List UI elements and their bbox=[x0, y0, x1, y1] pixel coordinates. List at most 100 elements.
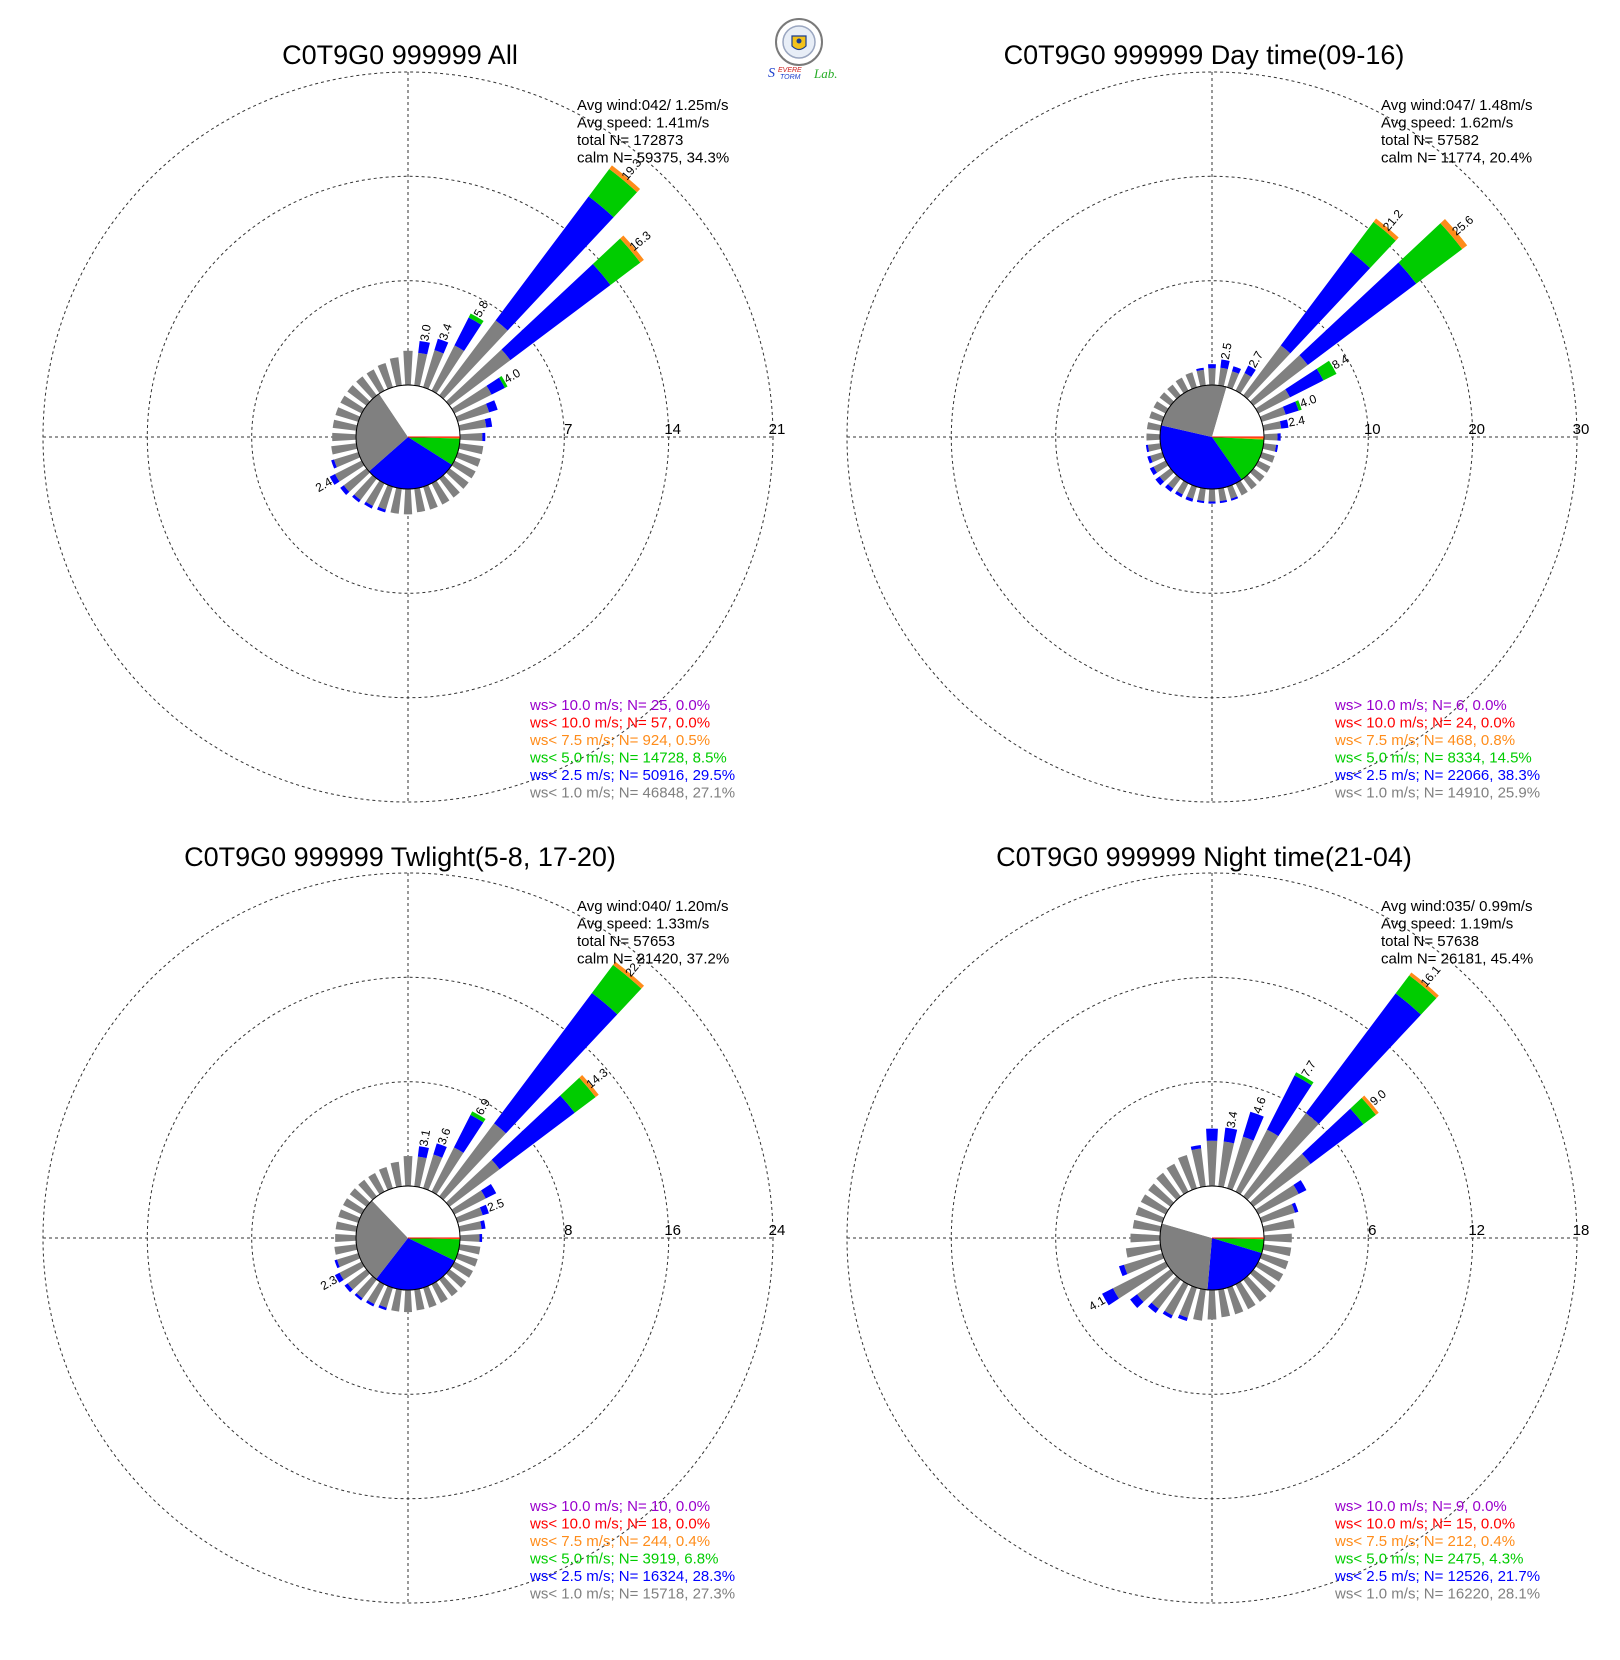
direction-bar bbox=[391, 1288, 402, 1312]
bar-segment bbox=[1259, 406, 1286, 422]
pie-slice bbox=[1159, 425, 1242, 490]
bar-segment bbox=[613, 961, 645, 989]
bar-segment bbox=[1285, 368, 1324, 398]
direction-bar bbox=[445, 1269, 467, 1288]
svg-text:TORM: TORM bbox=[780, 74, 801, 81]
direction-bar bbox=[331, 452, 361, 469]
direction-bar bbox=[354, 1275, 377, 1301]
pie-slice bbox=[355, 393, 408, 472]
direction-bar bbox=[1262, 443, 1279, 453]
ring-label: 24 bbox=[769, 1222, 786, 1239]
panel-title: C0T9G0 999999 Day time(09-16) bbox=[1004, 40, 1405, 70]
bar-segment bbox=[1208, 488, 1216, 502]
pie-slice bbox=[371, 1185, 460, 1238]
direction-bar bbox=[390, 487, 402, 514]
bar-segment bbox=[349, 1188, 371, 1207]
bar-segment bbox=[343, 468, 371, 492]
direction-bar bbox=[366, 369, 385, 394]
pie-slice bbox=[408, 437, 460, 465]
legend-entry: ws< 1.0 m/s; N= 15718, 27.3% bbox=[529, 1586, 735, 1603]
bar-segment bbox=[377, 363, 393, 390]
bar-segment bbox=[403, 488, 413, 515]
bar-segment bbox=[340, 485, 350, 495]
bar-segment bbox=[414, 487, 426, 513]
bar-value-label: 2.4 bbox=[1287, 413, 1306, 430]
range-ring bbox=[251, 280, 565, 594]
bar-segment bbox=[592, 238, 641, 285]
legend-entry: ws< 7.5 m/s; N= 212, 0.4% bbox=[1334, 1533, 1515, 1550]
stat-line: calm N= 26181, 45.4% bbox=[1381, 951, 1533, 968]
stat-line: Avg speed: 1.62m/s bbox=[1381, 115, 1513, 132]
bar-segment bbox=[356, 1275, 377, 1299]
bar-value-label: 3.1 bbox=[416, 1128, 433, 1147]
bar-segment bbox=[1305, 993, 1421, 1124]
legend-entry: ws< 10.0 m/s; N= 57, 0.0% bbox=[529, 715, 710, 732]
legend-entry: ws< 1.0 m/s; N= 46848, 27.1% bbox=[529, 785, 735, 802]
bar-segment bbox=[1227, 484, 1238, 499]
bar-segment bbox=[335, 407, 361, 422]
direction-bar bbox=[1206, 1128, 1218, 1187]
bar-segment bbox=[1235, 1129, 1279, 1195]
direction-bar bbox=[1243, 1275, 1267, 1302]
bar-segment bbox=[486, 377, 505, 395]
bar-segment bbox=[458, 1244, 481, 1255]
bar-segment bbox=[1208, 364, 1216, 369]
bar-segment bbox=[1243, 345, 1291, 400]
bar-segment bbox=[1137, 1269, 1175, 1303]
bar-segment bbox=[459, 1234, 480, 1242]
direction-bar bbox=[358, 1179, 377, 1201]
bar-segment bbox=[1179, 1285, 1197, 1318]
direction-bar bbox=[368, 1173, 385, 1195]
bar-segment bbox=[423, 484, 438, 510]
direction-bar bbox=[431, 1281, 448, 1303]
direction-bar bbox=[1132, 1219, 1162, 1232]
ring-label: 12 bbox=[1468, 1222, 1485, 1239]
svg-text:Lab.: Lab. bbox=[813, 66, 837, 81]
bar-segment bbox=[439, 1123, 506, 1201]
bar-segment bbox=[367, 1281, 385, 1305]
bar-segment bbox=[1147, 1302, 1159, 1313]
bar-segment bbox=[1159, 392, 1175, 406]
ring-label: 7 bbox=[564, 421, 572, 438]
direction-bar bbox=[1165, 474, 1181, 492]
bar-segment bbox=[1249, 468, 1265, 482]
bar-segment bbox=[1159, 468, 1175, 482]
direction-bar bbox=[1149, 460, 1169, 476]
bar-segment bbox=[1148, 1183, 1175, 1207]
bar-segment bbox=[1177, 1154, 1197, 1191]
stat-line: total N= 172873 bbox=[577, 132, 683, 149]
bar-segment bbox=[1185, 496, 1194, 502]
legend-entry: ws> 10.0 m/s; N= 25, 0.0% bbox=[529, 697, 710, 714]
bar-segment bbox=[1176, 480, 1189, 495]
range-ring bbox=[251, 1081, 565, 1395]
bar-segment bbox=[1243, 1275, 1267, 1302]
bar-segment bbox=[1235, 480, 1248, 496]
bar-segment bbox=[1165, 484, 1174, 492]
direction-bar bbox=[1262, 1244, 1292, 1257]
direction-bar bbox=[451, 1183, 497, 1215]
direction-bar bbox=[1130, 1233, 1161, 1243]
bar-segment bbox=[334, 1244, 358, 1255]
direction-bar bbox=[340, 468, 371, 495]
bar-segment bbox=[1218, 367, 1228, 387]
direction-bar: 3.1 bbox=[414, 1128, 433, 1188]
direction-bar: 4.0 bbox=[1259, 392, 1319, 422]
direction-bar bbox=[1167, 384, 1181, 400]
bar-segment bbox=[334, 1272, 344, 1283]
bar-segment bbox=[1235, 372, 1252, 394]
bar-segment bbox=[364, 501, 374, 509]
ring-label: 20 bbox=[1468, 421, 1485, 438]
bar-segment bbox=[1135, 1206, 1165, 1223]
bar-segment bbox=[1395, 975, 1437, 1015]
bar-segment bbox=[1123, 1253, 1165, 1275]
direction-bar bbox=[1155, 468, 1175, 486]
bar-segment bbox=[434, 338, 449, 354]
bar-segment bbox=[591, 964, 642, 1015]
bar-segment bbox=[1190, 1144, 1202, 1151]
direction-bar bbox=[1208, 488, 1216, 504]
direction-bar bbox=[1235, 480, 1248, 496]
pie-slice bbox=[368, 437, 452, 490]
bar-segment bbox=[414, 1156, 427, 1188]
direction-bar: 16.3 bbox=[445, 228, 654, 406]
